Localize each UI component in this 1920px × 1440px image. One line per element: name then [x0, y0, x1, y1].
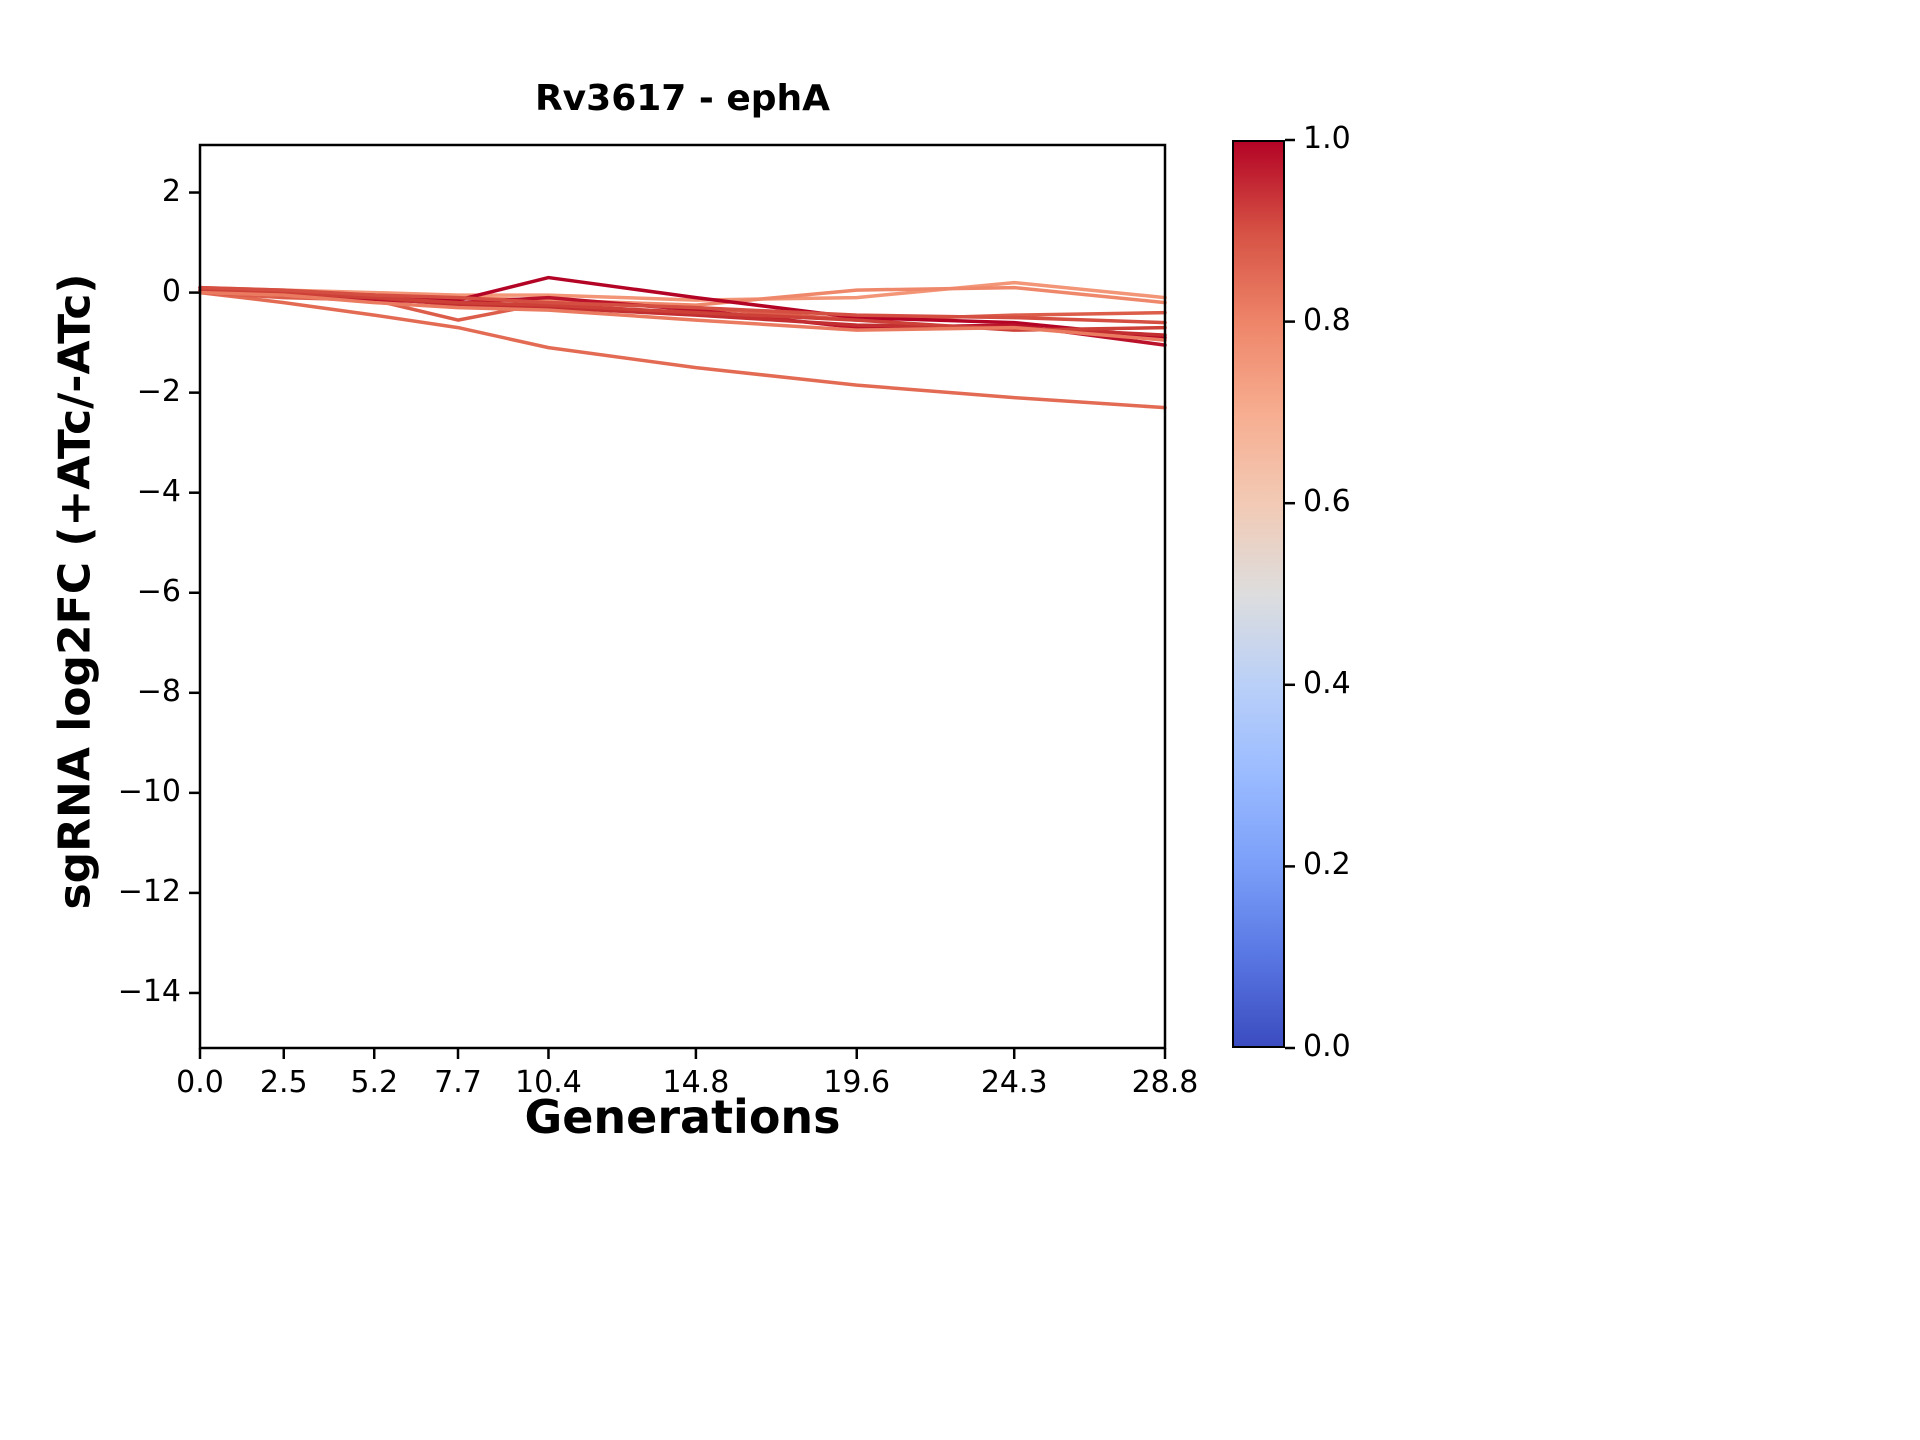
x-tick-label: 0.0 [176, 1065, 224, 1100]
x-tick-label: 5.2 [350, 1065, 399, 1100]
x-tick-label: 10.4 [515, 1065, 582, 1100]
series-line [198, 290, 1167, 410]
axes-frame [198, 143, 1167, 1050]
series-line [198, 285, 1167, 325]
colorbar-tick-label: 0.0 [1303, 1029, 1351, 1064]
x-axis-label: Generations [524, 1090, 841, 1144]
y-tick-label: −10 [117, 773, 181, 809]
colorbar-tick-label: 0.2 [1303, 847, 1351, 883]
y-tick-label: −12 [117, 873, 181, 909]
y-tick-label: −2 [136, 373, 181, 409]
chart-title: Rv3617 - ephA [534, 78, 831, 119]
y-tick-label: −6 [136, 573, 181, 609]
y-tick-label: 2 [161, 173, 181, 209]
x-tick-label: 24.3 [980, 1065, 1048, 1100]
y-tick-label: −14 [117, 973, 181, 1009]
x-tick-label: 28.8 [1131, 1065, 1199, 1100]
y-tick-label: −4 [136, 473, 181, 509]
colorbar-tick-label: 0.8 [1303, 302, 1351, 338]
x-tick-label: 19.6 [823, 1065, 891, 1100]
y-tick-label: 0 [161, 273, 181, 309]
x-tick-label: 2.5 [259, 1065, 308, 1100]
x-tick-label: 7.7 [434, 1065, 482, 1100]
colorbar [1232, 140, 1285, 1048]
colorbar-tick-label: 1.0 [1303, 121, 1351, 156]
colorbar-tick-label: 0.6 [1303, 484, 1351, 520]
y-tick-label: −8 [136, 673, 181, 709]
series-line [198, 290, 1167, 342]
colorbar-tick-label: 0.4 [1303, 665, 1351, 701]
x-tick-label: 14.8 [662, 1065, 730, 1100]
